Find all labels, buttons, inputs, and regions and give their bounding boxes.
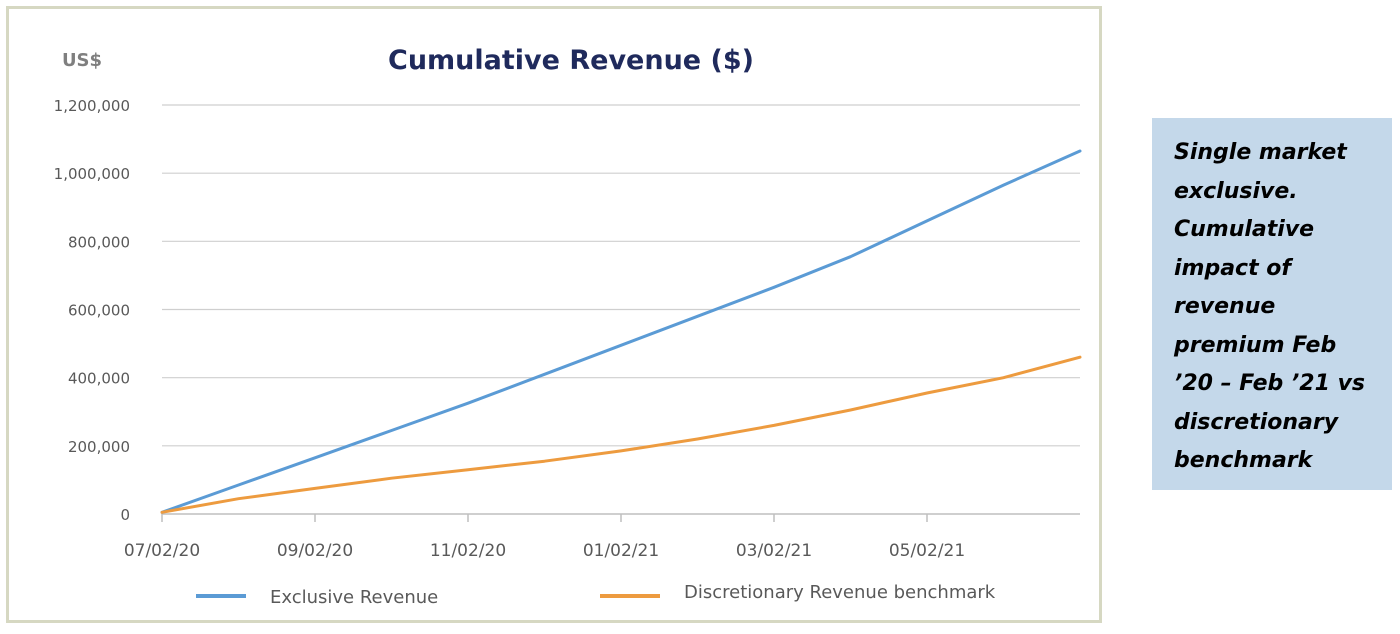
y-tick-label: 600,000 [68,302,130,320]
x-tick-label: 05/02/21 [889,541,965,561]
y-tick-label: 800,000 [68,233,130,251]
note-text: Single market exclusive. Cumulative impact … [1174,134,1378,481]
note-line: discretionary [1174,409,1339,435]
note-line: ’20 – Feb ’21 vs [1174,371,1366,396]
note-line: Single market [1174,140,1347,165]
y-tick-label: 1,000,000 [54,165,130,183]
y-tick-label: 0 [120,506,130,524]
note-line: revenue [1174,294,1276,319]
legend-label-1: Exclusive Revenue [270,587,438,608]
x-tick-label: 07/02/20 [124,541,200,561]
x-tick-label: 09/02/20 [277,541,353,561]
x-tick-label: 03/02/21 [736,541,812,561]
x-tick-label: 11/02/20 [430,541,506,561]
note-line: benchmark [1174,448,1313,473]
y-tick-label: 400,000 [68,370,130,388]
note-line: Cumulative [1174,217,1315,242]
note-box: Single market exclusive. Cumulative impact … [1152,118,1392,490]
chart-title: Cumulative Revenue ($) [388,45,754,76]
chart-frame: Cumulative Revenue ($) US$ 0 200,000 400,000… [6,6,1102,623]
revenue-line-chart: Cumulative Revenue ($) US$ 0 200,000 400,000… [54,45,1082,608]
y-tick-label: 1,200,000 [54,97,130,115]
legend-label-2: Discretionary Revenue benchmark [684,582,996,603]
note-line: premium Feb [1174,332,1337,358]
y-tick-label: 200,000 [68,438,130,456]
note-line: impact of [1174,255,1291,281]
series-line-2 [160,355,1082,514]
series-line-1 [160,149,1082,514]
note-line: exclusive. [1174,178,1298,204]
x-tick-label: 01/02/21 [583,541,659,561]
y-axis-label: US$ [62,50,102,71]
